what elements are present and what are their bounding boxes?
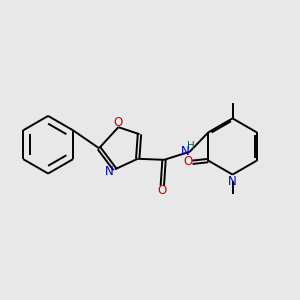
Text: H: H	[187, 141, 195, 151]
Text: N: N	[181, 145, 190, 158]
Text: O: O	[158, 184, 167, 197]
Text: O: O	[113, 116, 122, 129]
Text: O: O	[184, 155, 193, 168]
Text: N: N	[228, 175, 237, 188]
Text: N: N	[105, 165, 114, 178]
